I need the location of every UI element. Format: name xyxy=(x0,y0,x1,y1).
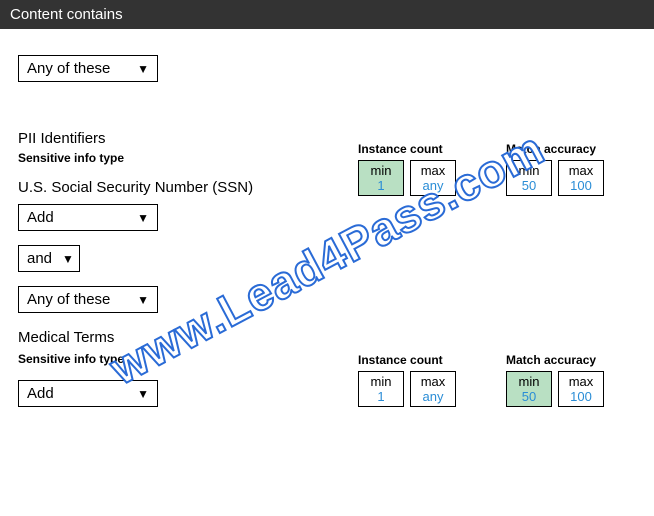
medical-match-accuracy-group: Match accuracy min 50 max 100 xyxy=(506,353,604,407)
pii-accuracy-max-value: 100 xyxy=(559,178,603,193)
and-dropdown[interactable]: and ▼ xyxy=(18,245,80,272)
pii-accuracy-max-label: max xyxy=(559,163,603,178)
pii-instance-count-label: Instance count xyxy=(358,142,456,156)
pii-instance-min-value: 1 xyxy=(359,178,403,193)
medical-instance-min-box[interactable]: min 1 xyxy=(358,371,404,407)
medical-instance-min-value: 1 xyxy=(359,389,403,404)
pii-section-title: PII Identifiers xyxy=(18,130,358,147)
content-area: Any of these ▼ PII Identifiers Sensitive… xyxy=(0,29,654,407)
pii-sub-label: Sensitive info type xyxy=(18,151,358,165)
medical-accuracy-min-value: 50 xyxy=(507,389,551,404)
medical-sub-label: Sensitive info type xyxy=(18,352,358,366)
medical-instance-count-group: Instance count min 1 max any xyxy=(358,353,456,407)
match-main-dropdown[interactable]: Any of these ▼ xyxy=(18,55,158,82)
pii-instance-max-box[interactable]: max any xyxy=(410,160,456,196)
and-label: and xyxy=(27,250,52,267)
medical-instance-max-label: max xyxy=(411,374,455,389)
pii-instance-max-value: any xyxy=(411,178,455,193)
content-contains-header: Content contains xyxy=(0,0,654,29)
chevron-down-icon: ▼ xyxy=(137,387,149,401)
medical-accuracy-max-label: max xyxy=(559,374,603,389)
match-sub-dropdown[interactable]: Any of these ▼ xyxy=(18,286,158,313)
match-main-label: Any of these xyxy=(27,60,110,77)
chevron-down-icon: ▼ xyxy=(137,211,149,225)
pii-instance-min-box[interactable]: min 1 xyxy=(358,160,404,196)
pii-instance-min-label: min xyxy=(359,163,403,178)
add-pii-dropdown[interactable]: Add ▼ xyxy=(18,204,158,231)
medical-accuracy-max-value: 100 xyxy=(559,389,603,404)
medical-instance-max-box[interactable]: max any xyxy=(410,371,456,407)
pii-instance-max-label: max xyxy=(411,163,455,178)
medical-instance-max-value: any xyxy=(411,389,455,404)
pii-instance-count-group: Instance count min 1 max any xyxy=(358,142,456,196)
match-sub-label: Any of these xyxy=(27,291,110,308)
chevron-down-icon: ▼ xyxy=(137,62,149,76)
medical-instance-count-label: Instance count xyxy=(358,353,456,367)
chevron-down-icon: ▼ xyxy=(137,293,149,307)
add-medical-dropdown[interactable]: Add ▼ xyxy=(18,380,158,407)
add-pii-label: Add xyxy=(27,209,54,226)
medical-accuracy-min-box[interactable]: min 50 xyxy=(506,371,552,407)
pii-accuracy-min-label: min xyxy=(507,163,551,178)
medical-section-title: Medical Terms xyxy=(18,329,636,346)
pii-accuracy-max-box[interactable]: max 100 xyxy=(558,160,604,196)
medical-accuracy-max-box[interactable]: max 100 xyxy=(558,371,604,407)
add-medical-label: Add xyxy=(27,385,54,402)
pii-match-accuracy-label: Match accuracy xyxy=(506,142,604,156)
header-title: Content contains xyxy=(10,6,123,23)
pii-match-accuracy-group: Match accuracy min 50 max 100 xyxy=(506,142,604,196)
pii-accuracy-min-box[interactable]: min 50 xyxy=(506,160,552,196)
chevron-down-icon: ▼ xyxy=(62,252,74,266)
pii-accuracy-min-value: 50 xyxy=(507,178,551,193)
pii-type-label: U.S. Social Security Number (SSN) xyxy=(18,179,358,196)
medical-match-accuracy-label: Match accuracy xyxy=(506,353,604,367)
medical-accuracy-min-label: min xyxy=(507,374,551,389)
medical-instance-min-label: min xyxy=(359,374,403,389)
